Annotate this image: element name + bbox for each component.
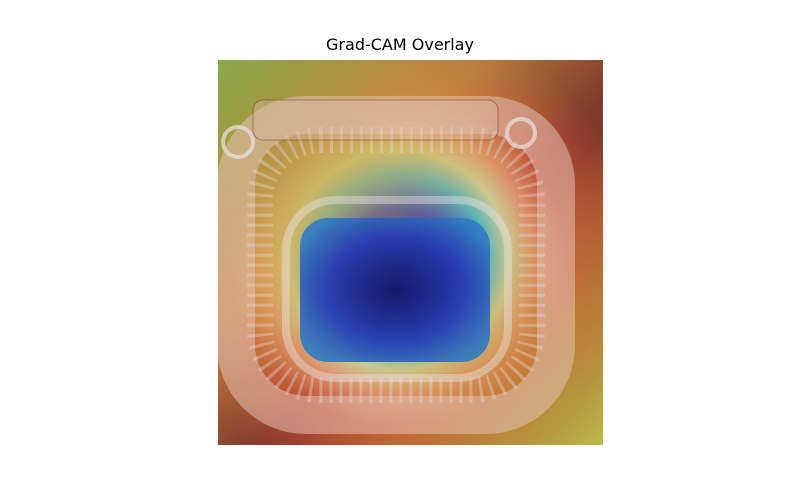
stadium-stands (247, 127, 545, 403)
stadium-inner-ring (282, 196, 512, 382)
figure-title: Grad-CAM Overlay (326, 35, 474, 54)
gradcam-overlay-image (218, 60, 603, 445)
stadium-pitch (300, 218, 490, 362)
stadium-outer-ring (218, 96, 575, 434)
stadium-tower-right (505, 117, 537, 149)
stadium-tower-left (221, 125, 255, 159)
edge-tint (218, 60, 603, 445)
stadium-roof-top (252, 99, 499, 141)
